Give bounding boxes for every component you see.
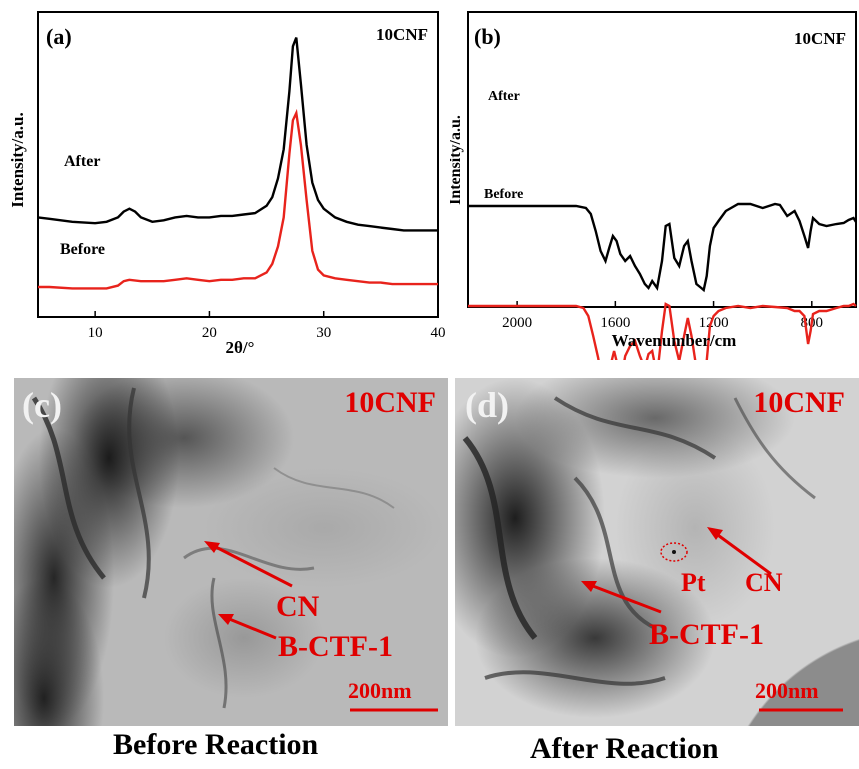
- label-pt-d: Pt: [681, 568, 706, 597]
- arrow-head-bctf-c: [218, 614, 234, 625]
- panel-letter-a: (a): [46, 24, 72, 49]
- x-axis-label-a: 2θ/°: [226, 338, 255, 357]
- x-tick-label: 30: [316, 325, 331, 341]
- x-tick-label: 40: [431, 325, 446, 341]
- label-bctf-d: B-CTF-1: [649, 618, 764, 651]
- series-line-before: [468, 302, 857, 360]
- x-tick-label: 20: [202, 325, 217, 341]
- pt-particle-dot: [672, 550, 676, 554]
- tem-texture-d: [462, 396, 843, 712]
- series-line-after: [37, 37, 438, 232]
- scale-bar-label-c: 200nm: [348, 678, 412, 703]
- plot-frame-a: [37, 11, 439, 318]
- panel-letter-b: (b): [474, 24, 501, 49]
- caption-after-reaction: After Reaction: [530, 732, 719, 765]
- arrow-cn-c: [207, 541, 293, 588]
- label-bctf-c: B-CTF-1: [278, 630, 393, 663]
- panel-letter-d: (d): [465, 385, 509, 425]
- arrow-head-cn-d: [707, 527, 723, 540]
- legend-label-before-a: Before: [60, 241, 105, 258]
- x-tick-label: 2000: [502, 315, 532, 331]
- sample-label-c: 10CNF: [344, 386, 436, 419]
- sample-label-d: 10CNF: [753, 386, 845, 419]
- legend-label-before-b: Before: [484, 187, 523, 202]
- y-axis-label-a: Intensity/a.u.: [8, 112, 27, 207]
- sample-label-a: 10CNF: [376, 25, 428, 44]
- arrow-head-bctf-d: [581, 581, 597, 592]
- plot-frame-b: [467, 11, 857, 308]
- x-axis-label-b: Wavenumber/cm: [612, 331, 737, 350]
- series-line-after: [468, 202, 858, 293]
- caption-before-reaction: Before Reaction: [113, 728, 319, 761]
- label-cn-c: CN: [276, 590, 320, 623]
- x-tick-label: 1600: [600, 315, 630, 331]
- sample-label-b: 10CNF: [794, 29, 846, 48]
- scale-bar-label-d: 200nm: [755, 678, 819, 703]
- arrow-bctf-d: [584, 581, 662, 614]
- panel-letter-c: (c): [22, 385, 62, 425]
- chart-xrd: 10 20 30 40 (a) 10CNF After Before Intensit…: [8, 11, 446, 357]
- tem-image-after: (d) 10CNF Pt CN B-CTF-1 200nm: [455, 378, 859, 726]
- tem-image-before: (c) 10CNF CN B-CTF-1 200nm: [14, 378, 448, 726]
- series-line-before: [38, 108, 438, 290]
- legend-label-after-b: After: [488, 89, 520, 104]
- y-axis-label-b: Intensity/a.u.: [450, 115, 464, 205]
- tem-texture-c: [31, 387, 438, 712]
- x-tick-label: 1200: [699, 315, 729, 331]
- arrow-bctf-c: [221, 614, 277, 640]
- arrow-head-cn-c: [204, 541, 220, 553]
- arrow-cn-d: [710, 528, 772, 576]
- x-tick-label: 10: [88, 325, 103, 341]
- legend-label-after-a: After: [64, 153, 100, 170]
- label-cn-d: CN: [745, 568, 783, 597]
- chart-ftir: 2000 1600 1200 800 (b) 10CNF After Before I…: [450, 11, 858, 360]
- pt-marker-circle: [660, 542, 688, 562]
